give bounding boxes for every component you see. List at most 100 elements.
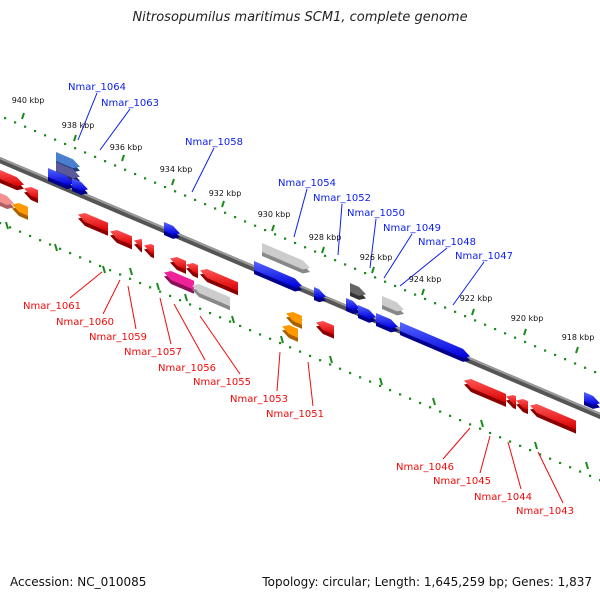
ruler-dot-lower [109, 269, 112, 272]
gene-nmar-1047 [400, 322, 470, 358]
leader-reverse [507, 441, 522, 490]
gene-reverse-edge-pink [0, 193, 14, 205]
gene-nmar-1045 [506, 394, 516, 406]
ruler-dot-upper [254, 224, 257, 227]
ruler-dot-upper [294, 241, 297, 245]
gene-nmar-1050-b [358, 305, 376, 319]
gene-reverse-edge-2 [24, 186, 38, 199]
ruler-dot-lower [289, 346, 292, 349]
ruler-dot-upper [214, 207, 217, 210]
gene-nmar-1063-a [56, 162, 80, 179]
ruler-dot-upper [4, 117, 7, 120]
ruler-tick [575, 346, 579, 354]
leader-reverse [173, 303, 206, 361]
ruler-dot-lower [0, 222, 2, 225]
ruler-dot-upper [564, 358, 567, 361]
ruler-dot-lower [479, 427, 482, 430]
ruler-dot-upper [244, 220, 247, 223]
ruler-tick [171, 178, 175, 186]
gene-nmar-1057 [144, 243, 154, 255]
ruler-dot-lower [69, 251, 72, 255]
ruler-dot-upper [524, 340, 527, 344]
label-nmar-1063: Nmar_1063 [101, 98, 159, 109]
ruler-dot-lower [369, 380, 372, 383]
ruler-dot-lower [269, 337, 272, 340]
gene-next-forward [584, 392, 600, 405]
ruler-dot-lower [389, 389, 392, 392]
ruler-dot-lower [569, 466, 572, 469]
ruler-dot-lower [199, 307, 202, 310]
kbp-label: 930 kbp [258, 210, 291, 219]
kbp-label: 940 kbp [12, 96, 45, 105]
gene-nmar-1052-small [314, 287, 326, 299]
ruler-dot-lower [379, 384, 382, 387]
ruler-dot-lower [119, 273, 122, 276]
ruler-tick [421, 288, 425, 296]
gene-reverse-edge-1 [0, 170, 24, 187]
ruler-dot-upper [174, 190, 177, 193]
ruler-dot-upper [364, 271, 367, 275]
ruler-dot-lower [49, 243, 52, 246]
leader-forward [399, 247, 448, 287]
gene-nmar-1055-a [200, 268, 238, 292]
ruler-tick [231, 315, 235, 324]
ruler-tick [271, 224, 275, 232]
label-nmar-1043: Nmar_1043 [516, 506, 574, 517]
ruler-dot-lower [209, 311, 212, 315]
ruler-dot-lower [169, 294, 172, 298]
ruler-dot-lower [189, 303, 192, 306]
ruler-tick [156, 282, 160, 291]
leader-reverse [102, 279, 121, 315]
ruler-dot-upper [434, 302, 437, 305]
ruler-dot-lower [459, 419, 462, 422]
ruler-dot-lower [589, 474, 592, 477]
ruler-dot-upper [134, 172, 137, 176]
ruler-dot-upper [414, 293, 417, 296]
ruler-tick [54, 243, 58, 252]
kbp-label: 934 kbp [160, 165, 193, 174]
ruler-dot-upper [534, 345, 537, 348]
ruler-dot-upper [44, 134, 47, 137]
ruler-dot-upper [494, 327, 497, 331]
gene-nmar-1051 [316, 320, 334, 335]
ruler-tick [585, 461, 589, 470]
ruler-dot-lower [319, 359, 322, 362]
ruler-dot-upper [274, 233, 277, 236]
ruler-dot-upper [94, 155, 97, 158]
ruler-dot-upper [124, 168, 127, 171]
ruler-tick [280, 335, 284, 344]
gene-nmar-1056-a [170, 256, 186, 270]
ruler-dot-upper [454, 310, 457, 313]
ruler-dot-upper [224, 211, 227, 214]
ruler-dot-lower [59, 247, 62, 250]
ruler-dot-upper [154, 181, 157, 184]
ruler-dot-lower [299, 350, 302, 353]
label-nmar-1059: Nmar_1059 [89, 332, 147, 343]
leader-forward [369, 218, 377, 269]
leader-reverse [69, 271, 103, 299]
leader-reverse [442, 427, 471, 460]
gene-nmar-1060-side [110, 233, 132, 250]
kbp-label: 918 kbp [562, 333, 595, 342]
gene-nmar-1054 [254, 261, 302, 288]
label-nmar-1056: Nmar_1056 [158, 363, 216, 374]
kbp-label: 938 kbp [62, 121, 95, 130]
label-nmar-1044: Nmar_1044 [474, 492, 532, 503]
gene-nmar-1061 [78, 212, 108, 232]
ruler-dot-lower [469, 423, 472, 426]
gene-nmar-1050 [346, 298, 360, 310]
ruler-tick [129, 267, 133, 276]
ruler-dot-lower [179, 299, 182, 302]
ruler-dot-upper [184, 194, 187, 197]
ruler-dot-upper [584, 366, 587, 369]
ruler-dot-upper [444, 306, 447, 309]
gene-nmar-1054-grey [262, 243, 310, 270]
topology-text: Topology: circular; Length: 1,645,259 bp… [262, 575, 592, 589]
ruler-tick [432, 397, 436, 406]
ruler-dot-lower [349, 371, 352, 375]
ruler-dot-upper [594, 371, 597, 374]
ruler-dot-lower [329, 363, 332, 366]
label-nmar-1057: Nmar_1057 [124, 347, 182, 358]
kbp-label: 926 kbp [360, 253, 393, 262]
ruler-tick [121, 154, 125, 162]
